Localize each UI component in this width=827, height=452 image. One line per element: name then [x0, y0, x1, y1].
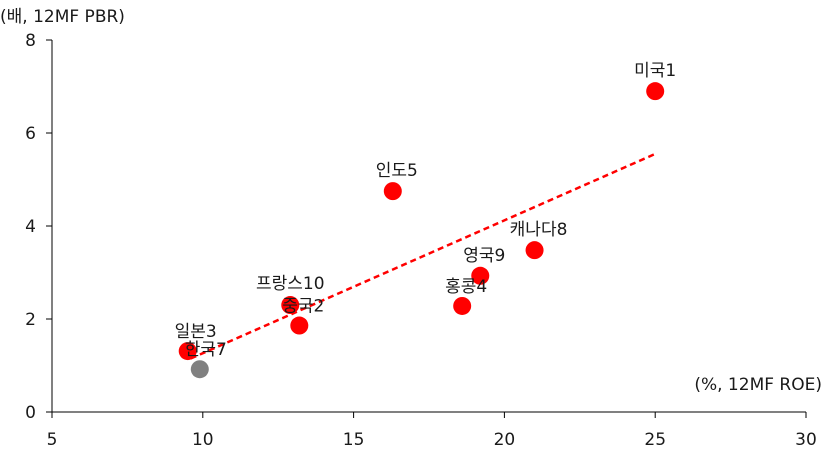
- point-label: 중국2: [282, 297, 324, 317]
- point-label: 영국9: [463, 246, 505, 266]
- data-point: [290, 316, 309, 335]
- trend-line: [190, 152, 656, 360]
- axis-ticks: 5 10 15 20 25 30 0 2 4 6 8: [25, 31, 817, 450]
- x-tick-label: 15: [343, 430, 365, 450]
- x-axis-title: (%, 12MF ROE): [694, 375, 822, 395]
- data-point: [383, 182, 402, 201]
- y-tick-label: 6: [25, 124, 36, 144]
- y-tick-label: 4: [25, 217, 36, 237]
- y-axis-title: (배, 12MF PBR): [0, 7, 125, 27]
- x-tick-label: 5: [47, 430, 58, 450]
- axes: [51, 40, 806, 413]
- data-point: [281, 296, 300, 315]
- data-point: [525, 241, 544, 260]
- data-point: [453, 296, 472, 315]
- x-tick-label: 20: [494, 430, 516, 450]
- x-tick-label: 10: [192, 430, 214, 450]
- point-label: 한국7: [185, 340, 227, 360]
- data-point: [471, 266, 490, 285]
- y-tick-label: 0: [25, 403, 36, 423]
- point-label: 일본3: [175, 322, 217, 342]
- point-label: 프랑스10: [256, 274, 325, 294]
- point-label: 캐나다8: [510, 220, 568, 240]
- x-tick-label: 30: [795, 430, 817, 450]
- x-tick-label: 25: [644, 430, 666, 450]
- data-point: [178, 342, 197, 361]
- data-points: [178, 82, 665, 379]
- point-label: 미국1: [634, 61, 676, 81]
- y-tick-label: 8: [25, 31, 36, 51]
- point-label: 홍콩4: [445, 277, 487, 297]
- data-point: [190, 360, 209, 379]
- data-point: [646, 82, 665, 101]
- point-label: 인도5: [376, 161, 418, 181]
- y-tick-label: 2: [25, 310, 36, 330]
